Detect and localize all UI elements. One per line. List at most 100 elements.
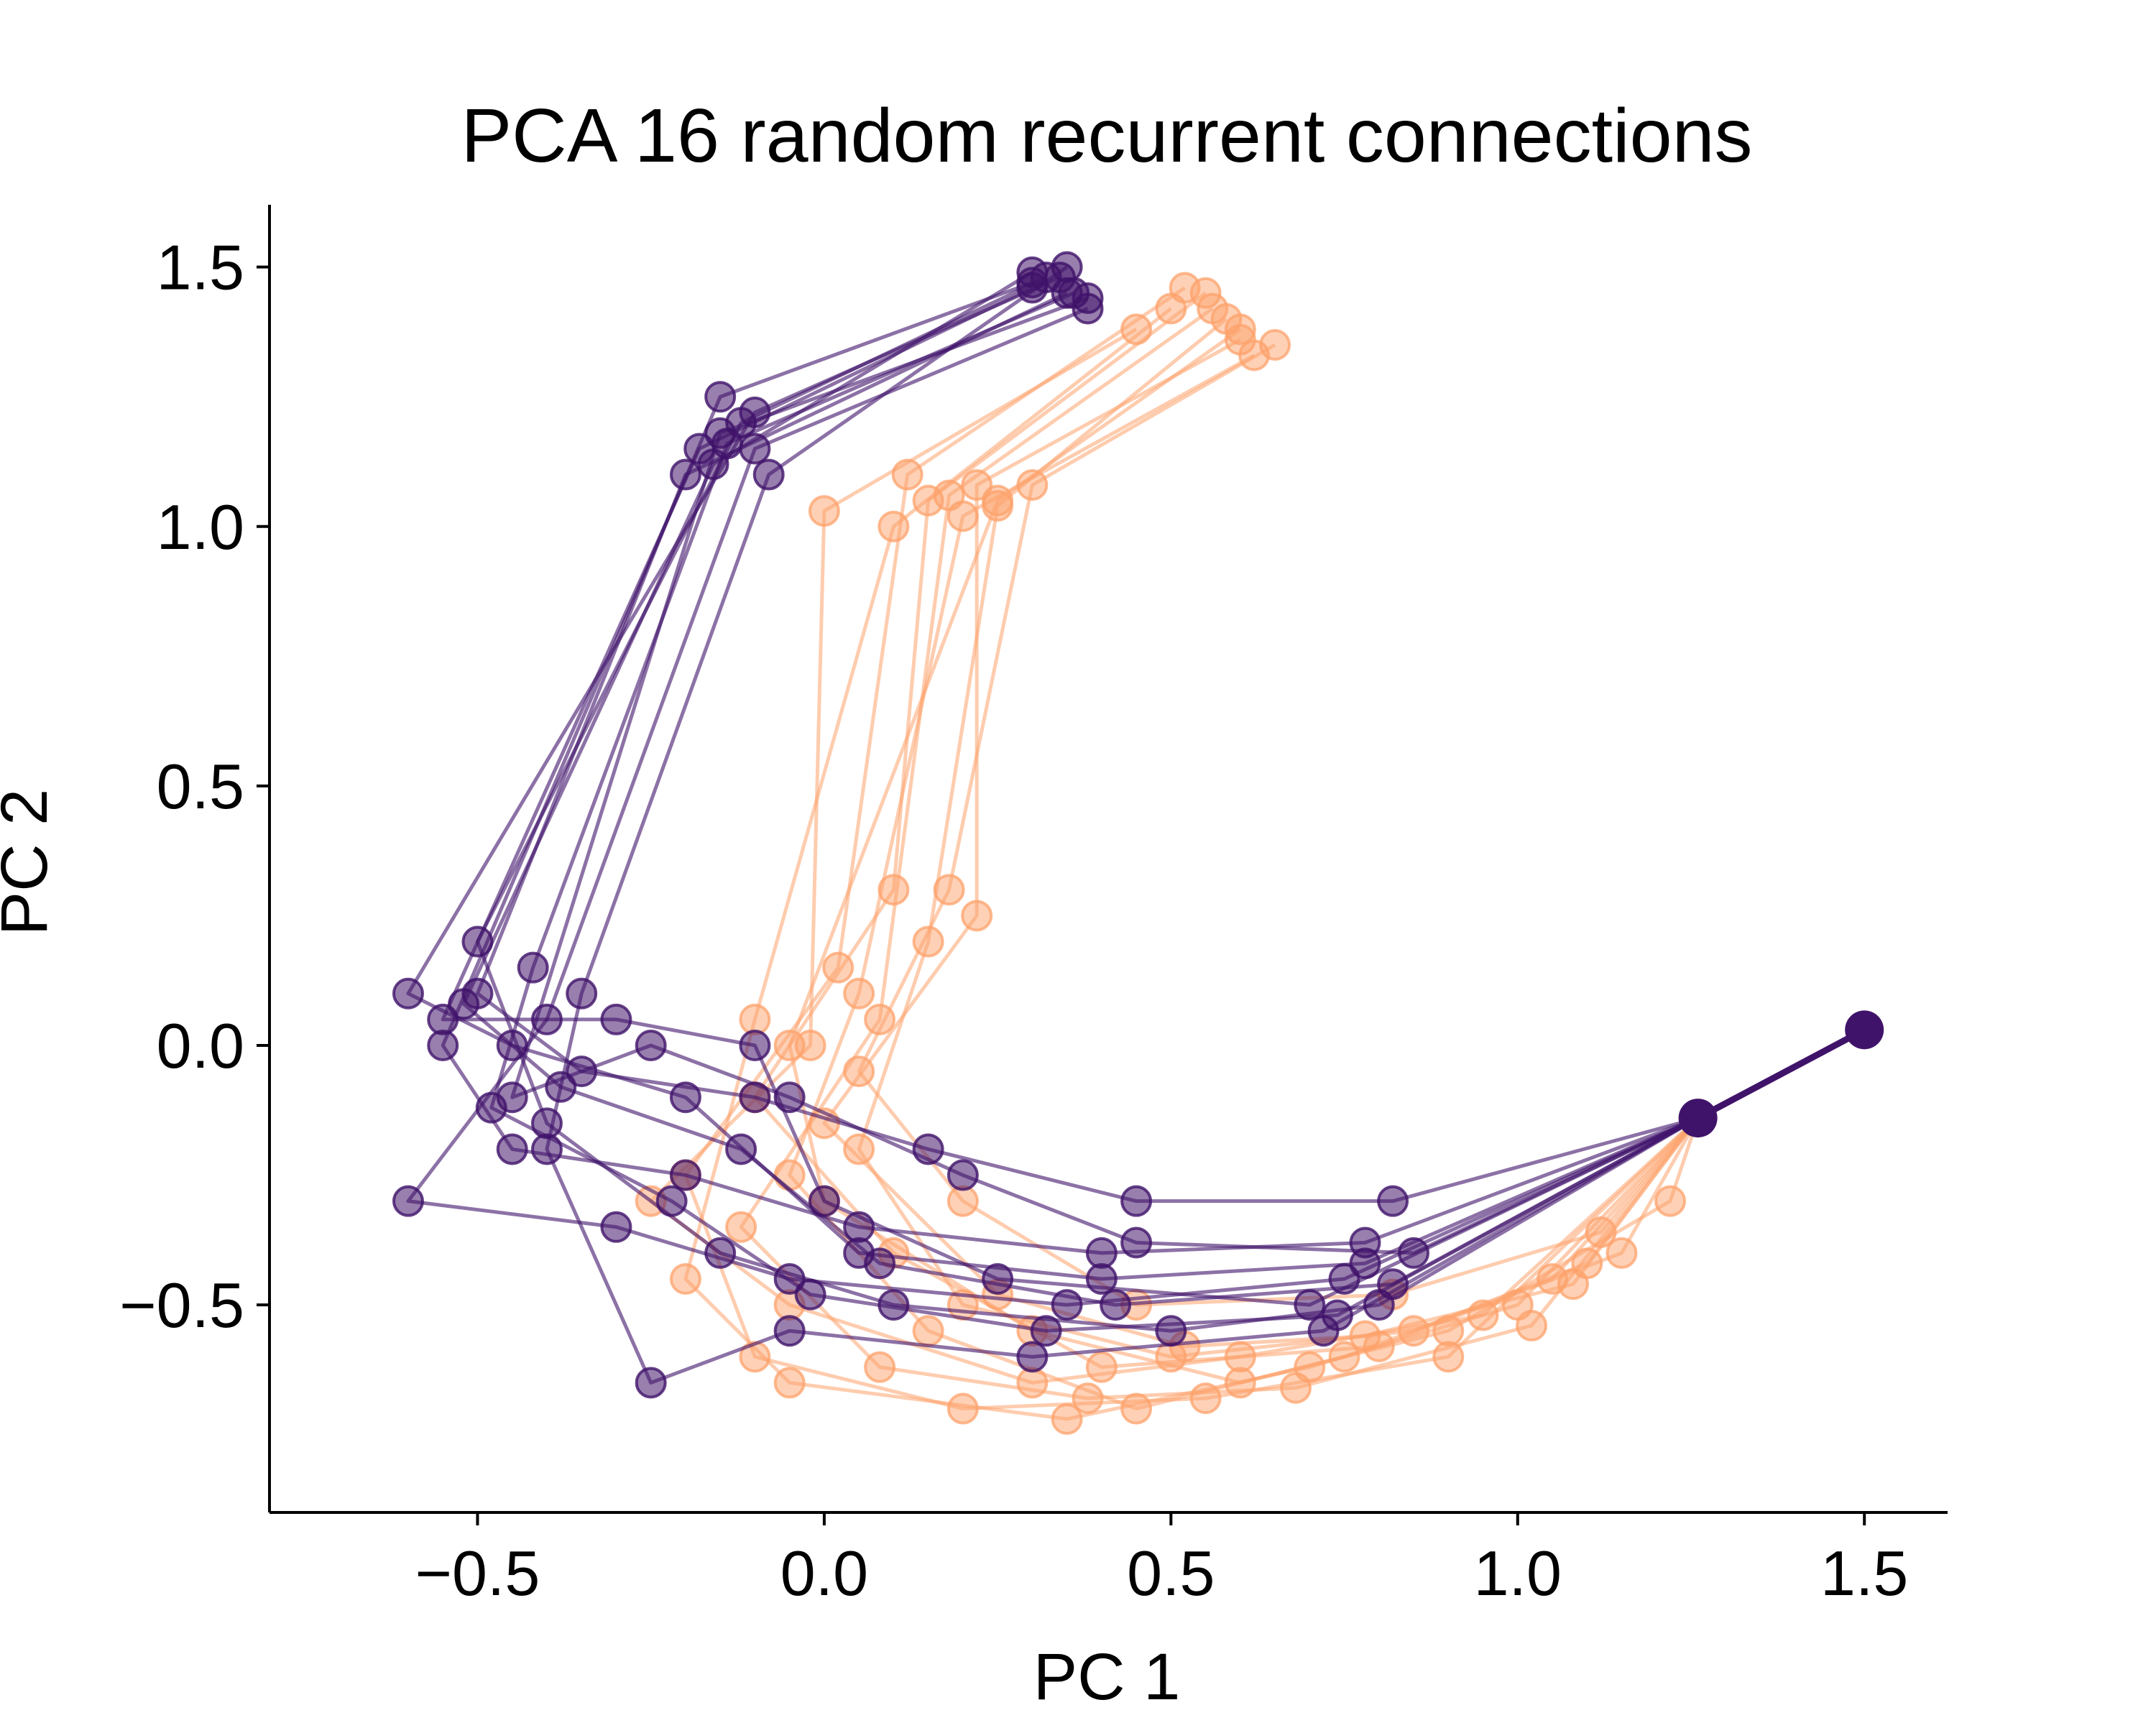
trajectory-line [857, 317, 1700, 1359]
data-point [1085, 1351, 1118, 1383]
data-point [669, 1159, 701, 1191]
data-point [933, 479, 965, 512]
data-point [1072, 1382, 1104, 1415]
data-point [655, 1185, 688, 1217]
data-point [773, 1159, 806, 1191]
data-point [704, 1237, 737, 1269]
data-point [1120, 1226, 1153, 1259]
data-point [1120, 1185, 1153, 1217]
data-point [891, 458, 923, 491]
y-axis-label: PC 2 [0, 789, 61, 936]
trajectory-line [475, 291, 1866, 1203]
data-point [1224, 323, 1256, 356]
data-point [864, 1003, 896, 1035]
data-point [1259, 329, 1291, 361]
data-point [545, 1071, 577, 1103]
data-point [961, 900, 993, 932]
trajectory-line [857, 343, 1700, 1307]
data-point [1377, 1185, 1409, 1217]
data-point [1030, 1315, 1062, 1347]
data-point [1349, 1247, 1381, 1280]
y-tick-label: −0.5 [119, 1270, 244, 1341]
data-point [600, 1003, 632, 1035]
y-tick-label: 1.5 [157, 232, 244, 303]
data-point [982, 489, 1014, 522]
data-point [1085, 1263, 1118, 1295]
data-point [739, 1003, 771, 1035]
data-point [669, 1263, 701, 1295]
data-point [864, 1351, 896, 1383]
data-point [843, 1133, 875, 1165]
data-point [1197, 292, 1229, 325]
data-point [946, 1185, 979, 1217]
data-point [1169, 272, 1201, 304]
data-point [600, 1211, 632, 1243]
trajectory-line [441, 280, 1699, 1255]
trajectory-line [649, 328, 1700, 1385]
data-point [496, 1133, 528, 1165]
data-point [822, 951, 854, 984]
x-tick-label: −0.5 [415, 1538, 540, 1609]
data-point [1016, 256, 1049, 288]
x-axis-label: PC 1 [1033, 1640, 1181, 1714]
data-point [530, 1107, 563, 1140]
trajectory-line [788, 328, 1866, 1385]
data-point [1058, 277, 1090, 309]
y-tick-label: 1.0 [157, 491, 244, 563]
data-point [1349, 1320, 1381, 1352]
data-point [566, 977, 598, 1009]
data-point [1516, 1310, 1548, 1341]
data-point [808, 495, 840, 527]
data-point [448, 988, 480, 1020]
data-point [475, 1091, 507, 1124]
data-point [1280, 1372, 1312, 1404]
data-point [517, 951, 549, 984]
data-point [392, 977, 424, 1009]
data-point [794, 1030, 826, 1061]
data-point [1100, 1289, 1132, 1321]
data-point [635, 1030, 667, 1061]
trajectory-line [739, 307, 1700, 1400]
chart-axes: −0.5 0.0 0.5 1.0 1.5 −0.5 0.0 0.5 1.0 1.5 [119, 205, 1948, 1609]
data-point [1224, 1341, 1256, 1373]
data-point [635, 1367, 667, 1399]
x-tick-label: 0.5 [1127, 1538, 1215, 1609]
y-tick-label: 0.0 [157, 1010, 244, 1081]
data-point [1085, 1237, 1118, 1269]
trajectory-line [683, 286, 1700, 1411]
highlight-line [1696, 1027, 1866, 1122]
data-point [739, 1030, 771, 1061]
data-point [946, 1159, 979, 1191]
chart-marks [392, 251, 1884, 1435]
trajectory-line [683, 307, 1700, 1421]
data-point [864, 1247, 896, 1280]
data-point [794, 1278, 826, 1311]
data-point [1557, 1268, 1589, 1300]
data-point [530, 1133, 563, 1165]
data-point [946, 1392, 979, 1425]
data-point [912, 1315, 944, 1347]
data-point [697, 448, 729, 481]
x-tick-label: 1.0 [1474, 1538, 1562, 1609]
y-tick-label: 0.5 [157, 751, 244, 822]
data-point [1377, 1268, 1409, 1300]
data-point [669, 1081, 701, 1114]
data-point [427, 1030, 459, 1061]
data-point [1606, 1237, 1638, 1269]
data-point [773, 1315, 806, 1347]
data-point [1189, 1382, 1222, 1415]
chart-title: PCA 16 random recurrent connections [461, 93, 1752, 178]
data-point [739, 396, 771, 428]
x-tick-label: 0.0 [780, 1538, 868, 1609]
data-point [933, 874, 965, 906]
data-point [1120, 1392, 1153, 1425]
data-point [704, 381, 737, 413]
data-point [1155, 1315, 1187, 1347]
trajectory-line [441, 286, 1699, 1307]
x-tick-label: 1.5 [1820, 1538, 1908, 1609]
data-point [725, 1211, 757, 1243]
data-point [1654, 1185, 1687, 1217]
data-point [752, 458, 785, 491]
